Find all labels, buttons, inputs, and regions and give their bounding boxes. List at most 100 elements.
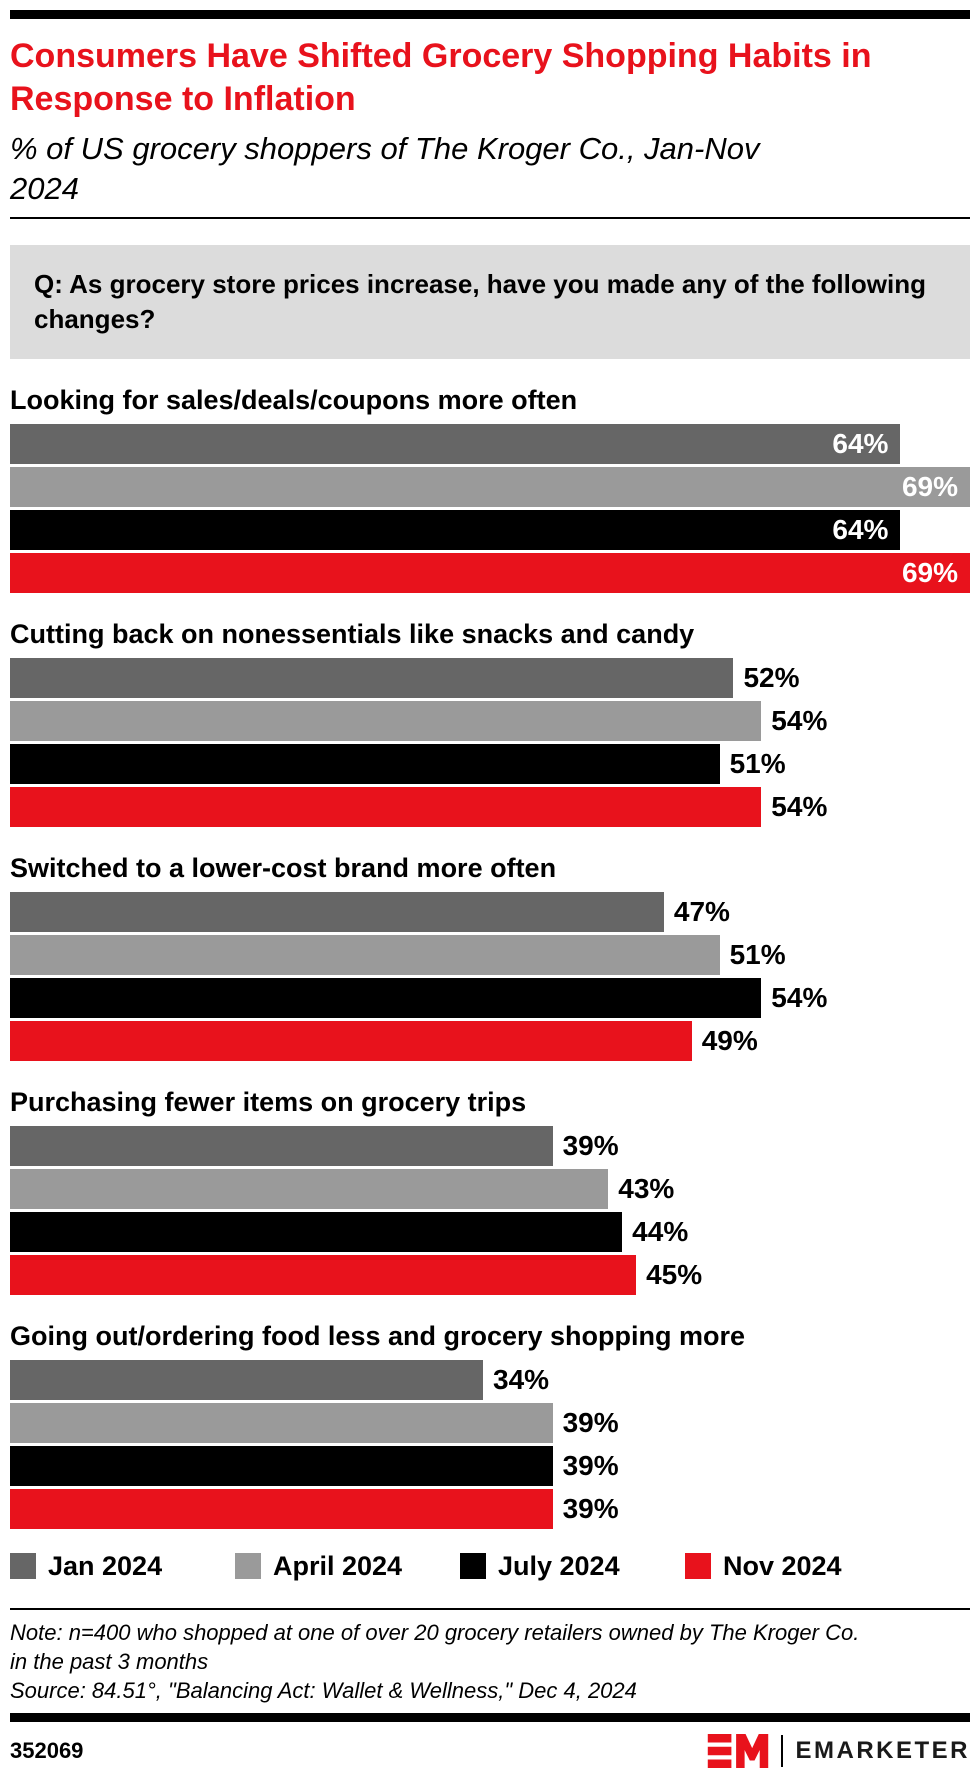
legend-swatch <box>235 1553 261 1580</box>
bar-row: 39% <box>10 1402 970 1443</box>
bar-row: 69% <box>10 466 970 507</box>
bar <box>10 743 720 784</box>
bar <box>10 1402 553 1443</box>
legend-item: April 2024 <box>235 1551 460 1582</box>
value-label: 69% <box>901 556 958 588</box>
value-label: 39% <box>562 1406 619 1438</box>
bar-row: 39% <box>10 1125 970 1166</box>
legend-swatch <box>685 1553 711 1580</box>
bar <box>10 1254 637 1295</box>
bar-row: 34% <box>10 1359 970 1400</box>
bar <box>10 977 762 1018</box>
value-label: 39% <box>562 1449 619 1481</box>
bar-row: 54% <box>10 700 970 741</box>
grouped-bar-chart: Looking for sales/deals/coupons more oft… <box>10 383 970 1529</box>
bar-row: 51% <box>10 934 970 975</box>
chart-subtitle: % of US grocery shoppers of The Kroger C… <box>10 129 790 209</box>
source-text: Source: 84.51°, "Balancing Act: Wallet &… <box>10 1677 637 1703</box>
question-text: Q: As grocery store prices increase, hav… <box>34 267 946 337</box>
chart-id: 352069 <box>10 1737 84 1763</box>
bar <box>10 1445 553 1486</box>
bar-row: 52% <box>10 657 970 698</box>
bar-group: Going out/ordering food less and grocery… <box>10 1319 970 1529</box>
legend-label: July 2024 <box>498 1550 620 1581</box>
value-label: 51% <box>729 938 786 970</box>
bar-row: 54% <box>10 977 970 1018</box>
bar: 64% <box>10 423 901 464</box>
legend-swatch <box>10 1553 36 1580</box>
bar <box>10 786 762 827</box>
category-label: Cutting back on nonessentials like snack… <box>10 618 695 649</box>
bar <box>10 934 720 975</box>
bar-row: 64% <box>10 509 970 550</box>
bar-row: 39% <box>10 1488 970 1529</box>
value-label: 39% <box>562 1492 619 1524</box>
value-label: 49% <box>701 1024 758 1056</box>
footer-row: 352069 EMARKETER <box>10 1733 970 1768</box>
chart-subtitle-line-1: % of US grocery shoppers of The Kroger C… <box>10 130 705 166</box>
bar-row: 44% <box>10 1211 970 1252</box>
bar-group: Switched to a lower-cost brand more ofte… <box>10 851 970 1061</box>
bar: 69% <box>10 466 970 507</box>
bar-row: 47% <box>10 891 970 932</box>
bar <box>10 657 734 698</box>
legend-item: July 2024 <box>460 1551 685 1582</box>
bar-group: Cutting back on nonessentials like snack… <box>10 617 970 827</box>
bar-row: 64% <box>10 423 970 464</box>
bar <box>10 1359 484 1400</box>
brand-logo: EMARKETER <box>707 1733 970 1768</box>
bar <box>10 891 664 932</box>
category-label: Looking for sales/deals/coupons more oft… <box>10 384 578 415</box>
chart-title-line-2: in Response to Inflation <box>10 37 872 118</box>
question-box: Q: As grocery store prices increase, hav… <box>10 244 970 359</box>
bar: 69% <box>10 552 970 593</box>
legend-label: April 2024 <box>273 1550 403 1581</box>
bar-row: 43% <box>10 1168 970 1209</box>
legend-item: Jan 2024 <box>10 1551 235 1582</box>
bar <box>10 700 762 741</box>
bar <box>10 1488 553 1529</box>
brand-divider <box>781 1734 784 1767</box>
bar-row: 51% <box>10 743 970 784</box>
bar <box>10 1168 609 1209</box>
bar-row: 54% <box>10 786 970 827</box>
value-label: 39% <box>562 1129 619 1161</box>
category-label: Switched to a lower-cost brand more ofte… <box>10 852 557 883</box>
bar-group: Looking for sales/deals/coupons more oft… <box>10 383 970 593</box>
bar-group: Purchasing fewer items on grocery trips 3… <box>10 1085 970 1295</box>
value-label: 64% <box>832 427 889 459</box>
bar <box>10 1211 623 1252</box>
value-label: 54% <box>771 790 828 822</box>
bar-row: 45% <box>10 1254 970 1295</box>
note-line-1: Note: n=400 who shopped at one of over 2… <box>10 1619 860 1674</box>
legend-label: Nov 2024 <box>723 1550 842 1581</box>
bar: 64% <box>10 509 901 550</box>
question-line-2: changes? <box>34 303 156 334</box>
bar-row: 49% <box>10 1020 970 1061</box>
value-label: 54% <box>771 704 828 736</box>
header-divider <box>10 216 970 219</box>
value-label: 47% <box>673 895 730 927</box>
value-label: 45% <box>646 1258 703 1290</box>
value-label: 34% <box>493 1363 550 1395</box>
value-label: 51% <box>729 747 786 779</box>
top-rule-thick <box>10 10 970 19</box>
legend-item: Nov 2024 <box>685 1551 842 1582</box>
value-label: 54% <box>771 981 828 1013</box>
bar-row: 69% <box>10 552 970 593</box>
legend: Jan 2024 April 2024 July 2024 Nov 2024 <box>10 1551 970 1582</box>
value-label: 43% <box>618 1172 675 1204</box>
chart-subtitle-line-2: Nov 2024 <box>10 130 760 206</box>
brand-name: EMARKETER <box>795 1736 970 1764</box>
bar <box>10 1125 553 1166</box>
category-label: Purchasing fewer items on grocery trips <box>10 1086 527 1117</box>
value-label: 69% <box>901 470 958 502</box>
legend-label: Jan 2024 <box>48 1550 163 1581</box>
chart-title: Consumers Have Shifted Grocery Shopping … <box>10 35 890 121</box>
bottom-rule-thick <box>10 1712 970 1722</box>
category-label: Going out/ordering food less and grocery… <box>10 1320 746 1351</box>
value-label: 64% <box>832 513 889 545</box>
legend-swatch <box>460 1553 486 1580</box>
value-label: 44% <box>632 1215 689 1247</box>
note-line-2: the past 3 months <box>33 1648 209 1674</box>
